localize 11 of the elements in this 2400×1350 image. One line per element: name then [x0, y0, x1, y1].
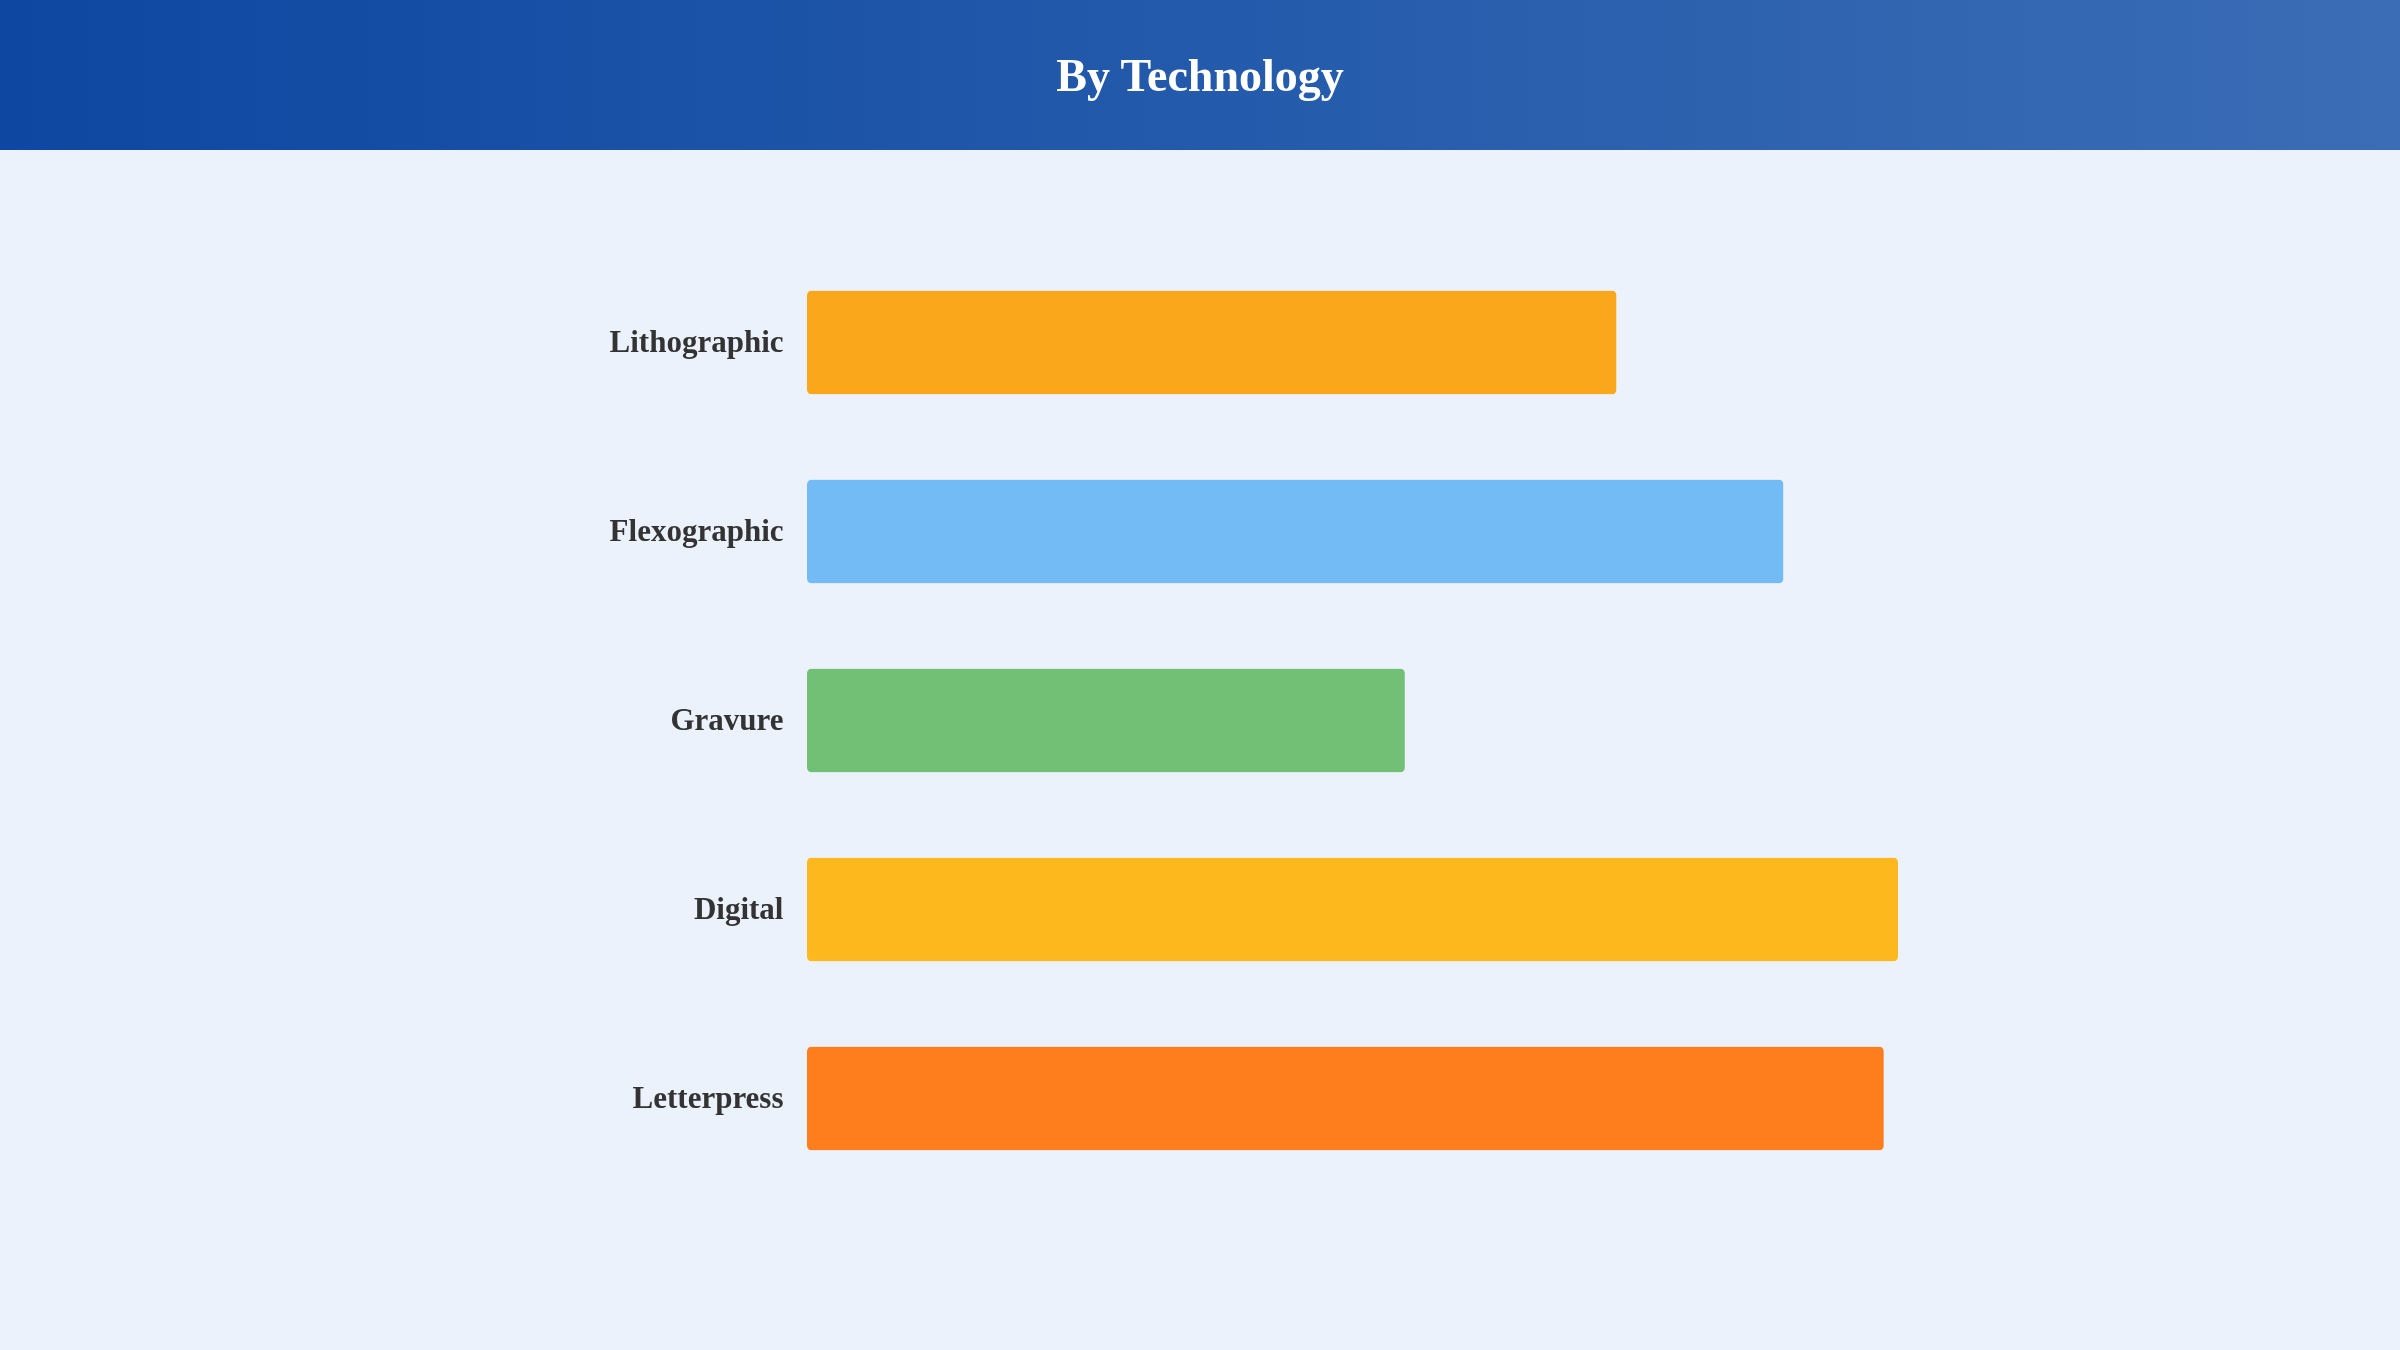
- bar: [807, 1046, 1884, 1151]
- y-tick-label: Lithographic: [609, 323, 784, 359]
- chart-title: By Technology: [1056, 48, 1344, 102]
- y-tick-label: Flexographic: [609, 512, 784, 548]
- bar: [807, 857, 1898, 962]
- y-tick-label: Letterpress: [632, 1079, 784, 1115]
- bar: [807, 479, 1784, 584]
- y-tick-label: Gravure: [670, 701, 784, 737]
- y-tick-label: Digital: [693, 890, 784, 926]
- bar: [807, 668, 1405, 773]
- bar: [807, 290, 1617, 395]
